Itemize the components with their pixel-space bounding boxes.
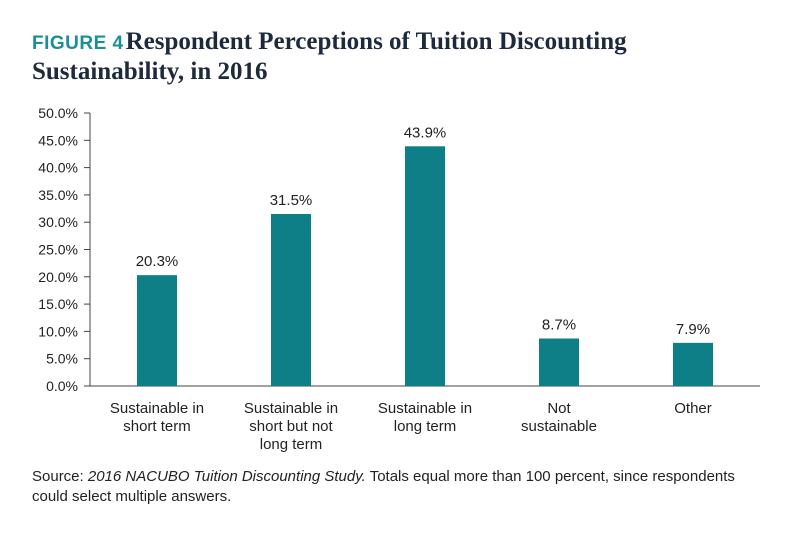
bar: [405, 146, 445, 386]
x-tick-label: long term: [394, 418, 457, 435]
y-tick-label: 5.0%: [46, 351, 78, 367]
data-label: 31.5%: [270, 192, 313, 209]
y-tick-label: 30.0%: [38, 214, 78, 230]
bar: [673, 342, 713, 386]
bar: [137, 275, 177, 386]
x-tick-label: Sustainable in: [378, 400, 472, 417]
y-tick-label: 35.0%: [38, 187, 78, 203]
x-tick-label: long term: [260, 436, 323, 453]
x-tick-label: Not: [547, 400, 571, 417]
data-label: 8.7%: [542, 316, 576, 333]
y-tick-label: 45.0%: [38, 132, 78, 148]
x-tick-label: short but not: [249, 418, 333, 435]
source-prefix: Source:: [32, 468, 88, 485]
y-tick-label: 40.0%: [38, 160, 78, 176]
y-tick-label: 25.0%: [38, 242, 78, 258]
data-label: 7.9%: [676, 321, 710, 338]
data-label: 20.3%: [136, 253, 179, 270]
source-note: Source: 2016 NACUBO Tuition Discounting …: [32, 467, 772, 507]
title-line-1: Respondent Perceptions of Tuition Discou…: [125, 28, 627, 55]
source-remark: Totals equal more than 100 percent, sinc…: [32, 468, 735, 505]
y-tick-label: 10.0%: [38, 323, 78, 339]
data-label: 43.9%: [404, 124, 447, 141]
y-tick-label: 0.0%: [46, 378, 78, 394]
bar: [539, 338, 579, 386]
x-tick-label: short term: [123, 418, 191, 435]
y-tick-label: 20.0%: [38, 269, 78, 285]
x-tick-label: Other: [674, 400, 712, 417]
x-tick-label: Sustainable in: [110, 400, 204, 417]
x-tick-label: sustainable: [521, 418, 597, 435]
source-publication: 2016 NACUBO Tuition Discounting Study.: [87, 468, 366, 485]
bar: [271, 214, 311, 386]
figure-label: FIGURE 4: [32, 33, 124, 54]
y-tick-label: 50.0%: [38, 105, 78, 121]
chart-title: FIGURE 4Respondent Perceptions of Tuitio…: [32, 28, 772, 86]
y-tick-label: 15.0%: [38, 296, 78, 312]
title-line-2: Sustainability, in 2016: [32, 58, 268, 85]
x-tick-label: Sustainable in: [244, 400, 338, 417]
